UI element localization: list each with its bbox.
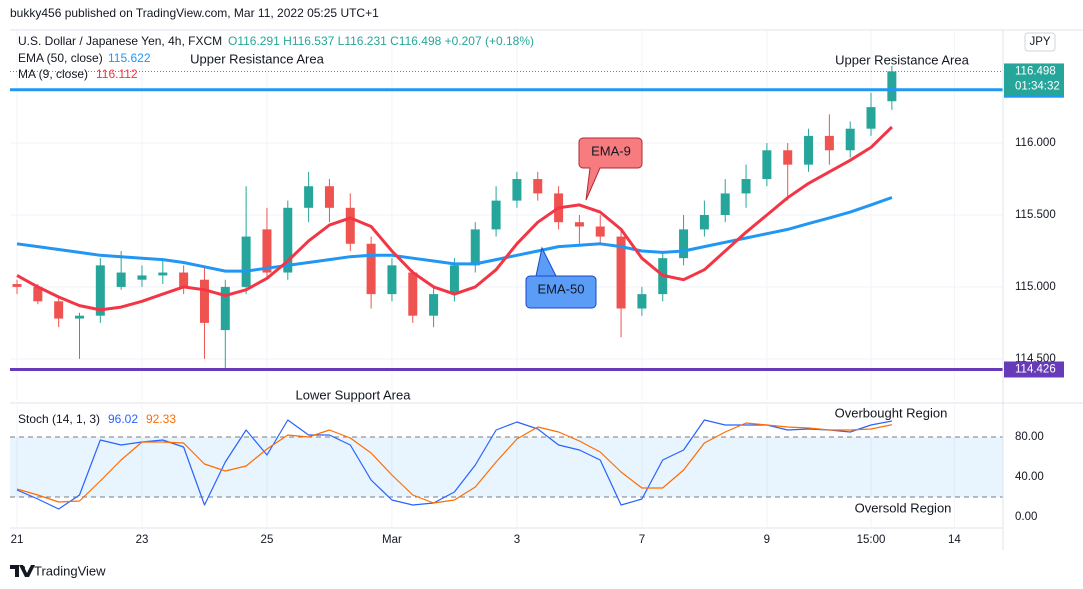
series-line bbox=[16, 196, 893, 273]
candle-body bbox=[387, 265, 397, 295]
annotation: EMA-50 bbox=[538, 281, 585, 296]
candle-body bbox=[345, 207, 355, 244]
legend-ma-value: 116.112 bbox=[96, 67, 138, 81]
candle-body bbox=[699, 215, 709, 230]
candle-body bbox=[324, 186, 334, 208]
candle-body bbox=[283, 207, 293, 273]
x-tick-label: Mar bbox=[382, 534, 402, 546]
annotation: EMA-9 bbox=[591, 143, 631, 158]
annotation: Upper Resistance Area bbox=[190, 51, 324, 66]
candle-body bbox=[866, 107, 876, 129]
y-tick-label: 116.000 bbox=[1015, 137, 1056, 149]
candle-body bbox=[199, 279, 209, 323]
brand: TradingView bbox=[34, 563, 106, 578]
marks bbox=[10, 65, 1003, 510]
candle-body bbox=[637, 294, 647, 309]
candle-body bbox=[470, 229, 480, 266]
candle-body bbox=[95, 265, 105, 316]
y-tick-label: 115.500 bbox=[1015, 209, 1056, 221]
stoch-title: Stoch (14, 1, 3) bbox=[18, 412, 100, 426]
candle-body bbox=[741, 179, 751, 194]
candle-body bbox=[845, 128, 855, 151]
annotation: Upper Resistance Area bbox=[835, 52, 969, 67]
x-tick-label: 23 bbox=[136, 534, 149, 546]
x-tick-label: 15:00 bbox=[857, 534, 886, 546]
currency: JPY bbox=[1029, 36, 1050, 48]
candle-body bbox=[512, 179, 522, 201]
x-tick-label: 25 bbox=[261, 534, 274, 546]
published: bukky456 published on TradingView.com, M… bbox=[10, 6, 379, 20]
candle-body bbox=[137, 275, 147, 280]
candle-body bbox=[262, 229, 272, 273]
candle-body bbox=[762, 150, 772, 180]
x-tick-label: 3 bbox=[514, 534, 520, 546]
ema9-callout bbox=[578, 137, 643, 201]
annotation: Oversold Region bbox=[855, 500, 952, 515]
currency-box bbox=[1024, 32, 1056, 52]
x-tick-label: 9 bbox=[764, 534, 770, 546]
annotation: Lower Support Area bbox=[296, 387, 412, 402]
candle-body bbox=[179, 272, 189, 287]
candle-body bbox=[304, 186, 314, 208]
candle-body bbox=[720, 193, 730, 215]
candle-body bbox=[158, 272, 168, 276]
x-tick-label: 7 bbox=[639, 534, 645, 546]
y-tick-label: 80.00 bbox=[1015, 431, 1044, 443]
candle-body bbox=[595, 226, 605, 237]
candle-body bbox=[366, 243, 376, 295]
candle-body bbox=[54, 301, 64, 319]
y-tick-label: 0.00 bbox=[1015, 511, 1037, 523]
candle-body bbox=[220, 286, 230, 331]
candle-body bbox=[574, 222, 584, 227]
stoch-k-value: 96.02 bbox=[108, 412, 138, 426]
countdown: 01:34:32 bbox=[1015, 80, 1060, 92]
candle-body bbox=[824, 135, 834, 151]
series-line bbox=[16, 422, 893, 504]
candle-body bbox=[804, 135, 814, 165]
level-badge bbox=[1004, 361, 1064, 378]
series-line bbox=[16, 125, 893, 312]
last-price-badge bbox=[1004, 63, 1064, 96]
series-line bbox=[16, 419, 893, 510]
legend-ema-value: 115.622 bbox=[108, 51, 151, 65]
y-tick-label: 115.000 bbox=[1015, 281, 1056, 293]
candle-body bbox=[533, 179, 543, 194]
candle-body bbox=[116, 272, 126, 287]
candle-body bbox=[783, 150, 793, 165]
ema50-callout bbox=[525, 246, 597, 309]
candle-body bbox=[429, 294, 439, 316]
candle-body bbox=[241, 236, 251, 287]
tv-logo bbox=[10, 565, 35, 577]
annotation: Overbought Region bbox=[835, 405, 948, 420]
grid bbox=[10, 30, 1003, 527]
ohlc: O116.291 H116.537 L116.231 C116.498 +0.2… bbox=[228, 34, 534, 48]
candle-body bbox=[616, 236, 626, 309]
legend-ema: EMA (50, close) bbox=[18, 51, 103, 65]
candle-body bbox=[449, 265, 459, 295]
legend-ma: MA (9, close) bbox=[18, 67, 88, 81]
y-tick-label: 40.00 bbox=[1015, 471, 1044, 483]
level-label: 114.426 bbox=[1015, 364, 1056, 376]
band-fill bbox=[10, 437, 1003, 497]
last-price-label: 116.498 bbox=[1015, 65, 1056, 77]
x-tick-label: 14 bbox=[948, 534, 961, 546]
candle-body bbox=[12, 284, 22, 287]
candle-body bbox=[74, 315, 84, 319]
candle-body bbox=[491, 200, 501, 230]
candle-body bbox=[33, 286, 43, 302]
x-tick-label: 21 bbox=[11, 534, 24, 546]
candle-body bbox=[679, 229, 689, 259]
candle-body bbox=[408, 272, 418, 316]
stoch-d-value: 92.33 bbox=[146, 412, 176, 426]
symbol: U.S. Dollar / Japanese Yen, 4h, FXCM bbox=[18, 34, 222, 48]
candle-body bbox=[887, 71, 897, 102]
